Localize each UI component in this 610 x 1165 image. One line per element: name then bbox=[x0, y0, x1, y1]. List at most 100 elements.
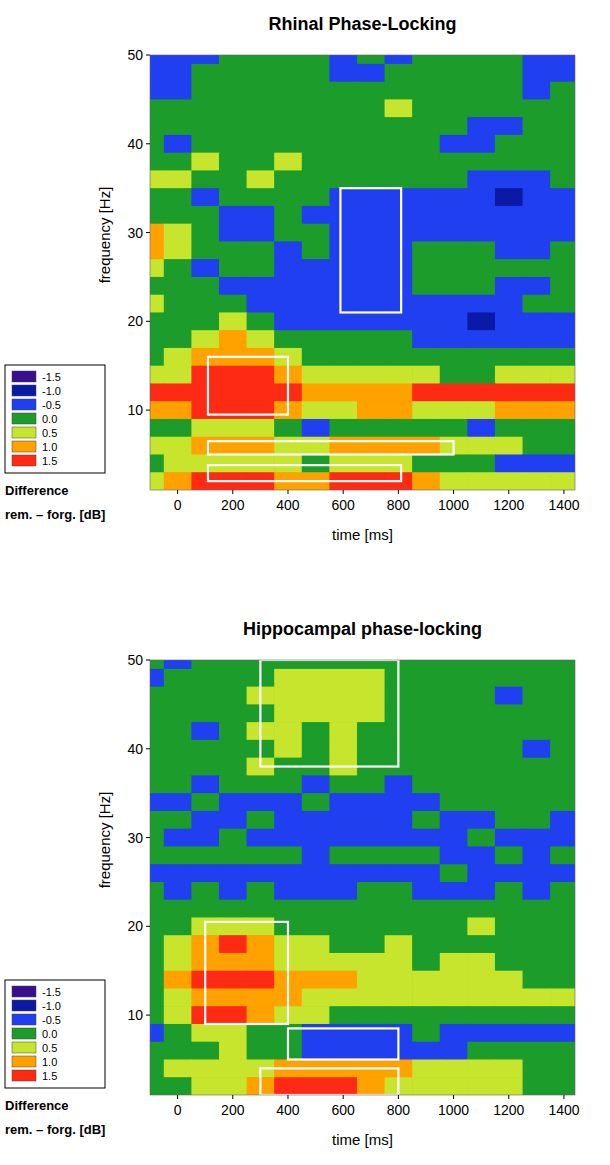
heat-cell bbox=[329, 241, 357, 259]
heat-cell bbox=[150, 687, 164, 705]
heat-cell bbox=[329, 153, 357, 171]
heat-cell bbox=[412, 829, 440, 847]
heat-cell bbox=[385, 454, 413, 472]
x-tick bbox=[563, 490, 564, 494]
heat-cell bbox=[495, 55, 523, 64]
heat-cell bbox=[164, 846, 192, 864]
y-tick-label: 20 bbox=[127, 918, 143, 934]
heat-cell bbox=[164, 117, 192, 135]
roi-box bbox=[340, 188, 401, 312]
legend-label: 0.0 bbox=[42, 413, 57, 425]
heat-cell bbox=[412, 259, 440, 277]
heat-cell bbox=[302, 704, 330, 722]
heat-cell bbox=[329, 99, 357, 117]
heat-cell bbox=[219, 55, 247, 64]
heat-cell bbox=[412, 277, 440, 295]
y-tick-label: 50 bbox=[127, 652, 143, 668]
x-tick bbox=[398, 1095, 399, 1099]
heat-cell bbox=[412, 953, 440, 971]
heat-cell bbox=[495, 1042, 523, 1060]
heat-cell bbox=[329, 206, 357, 224]
heat-cell bbox=[412, 971, 440, 989]
heat-cell bbox=[523, 669, 551, 687]
heat-cell bbox=[412, 660, 440, 669]
heat-cell bbox=[191, 1042, 219, 1060]
heat-cell bbox=[550, 472, 575, 490]
heat-cell bbox=[150, 740, 164, 758]
heat-cell bbox=[247, 953, 275, 971]
heat-cell bbox=[550, 401, 575, 419]
heat-cell bbox=[412, 758, 440, 776]
x-tick bbox=[287, 490, 288, 494]
heat-cell bbox=[191, 188, 219, 206]
heat-cell bbox=[191, 437, 219, 455]
heat-cell bbox=[523, 1024, 551, 1042]
y-tick bbox=[146, 321, 150, 322]
heat-cell bbox=[412, 64, 440, 82]
heat-cell bbox=[523, 99, 551, 117]
heat-cell bbox=[150, 829, 164, 847]
heat-cell bbox=[523, 312, 551, 330]
heat-cell bbox=[247, 935, 275, 953]
heat-cell bbox=[219, 740, 247, 758]
heat-cell bbox=[219, 99, 247, 117]
heat-cell bbox=[164, 687, 192, 705]
heat-cell bbox=[150, 1006, 164, 1024]
heat-cell bbox=[495, 1006, 523, 1024]
heat-cell bbox=[191, 829, 219, 847]
heat-cell bbox=[329, 330, 357, 348]
heat-cell bbox=[247, 277, 275, 295]
heat-cell bbox=[550, 1024, 575, 1042]
heat-cell bbox=[495, 971, 523, 989]
heat-cell bbox=[440, 935, 468, 953]
x-tick-label: 400 bbox=[276, 497, 300, 513]
legend-label: -0.5 bbox=[42, 1014, 61, 1026]
heat-cell bbox=[191, 722, 219, 740]
heat-cell bbox=[191, 82, 219, 100]
heat-cell bbox=[274, 82, 302, 100]
heat-cell bbox=[523, 971, 551, 989]
heat-cell bbox=[274, 330, 302, 348]
heat-cell bbox=[150, 312, 164, 330]
heat-cell bbox=[164, 224, 192, 242]
heat-cell bbox=[467, 687, 495, 705]
heat-cell bbox=[164, 811, 192, 829]
heat-cell bbox=[495, 224, 523, 242]
heat-cell bbox=[440, 846, 468, 864]
x-tick-label: 1200 bbox=[493, 1102, 524, 1118]
x-tick-label: 1000 bbox=[438, 1102, 469, 1118]
heat-cell bbox=[247, 241, 275, 259]
heat-cell bbox=[523, 917, 551, 935]
heat-cell bbox=[247, 312, 275, 330]
heat-cell bbox=[440, 117, 468, 135]
heat-cell bbox=[357, 1077, 385, 1095]
heat-cell bbox=[164, 348, 192, 366]
heat-cell bbox=[385, 829, 413, 847]
heat-cell bbox=[495, 687, 523, 705]
heat-cell bbox=[495, 188, 523, 206]
heat-cell bbox=[550, 295, 575, 313]
heat-cell bbox=[247, 117, 275, 135]
heat-cell bbox=[412, 170, 440, 188]
heat-cell bbox=[550, 793, 575, 811]
heat-cell bbox=[467, 1059, 495, 1077]
heat-cell bbox=[385, 206, 413, 224]
heat-cell bbox=[150, 401, 164, 419]
heat-cell bbox=[440, 722, 468, 740]
heat-cell bbox=[495, 437, 523, 455]
heat-cell bbox=[385, 900, 413, 918]
heat-cell bbox=[467, 117, 495, 135]
heat-cell bbox=[412, 454, 440, 472]
legend-label: 1.5 bbox=[42, 1070, 57, 1082]
heat-cell bbox=[302, 829, 330, 847]
heat-cell bbox=[247, 82, 275, 100]
legend-label: -1.0 bbox=[42, 385, 61, 397]
heat-cell bbox=[247, 917, 275, 935]
heat-cell bbox=[247, 401, 275, 419]
heat-cell bbox=[191, 224, 219, 242]
heat-cell bbox=[412, 1042, 440, 1060]
heat-cell bbox=[357, 935, 385, 953]
heat-cell bbox=[357, 135, 385, 153]
heat-cell bbox=[357, 277, 385, 295]
heat-cell bbox=[219, 971, 247, 989]
